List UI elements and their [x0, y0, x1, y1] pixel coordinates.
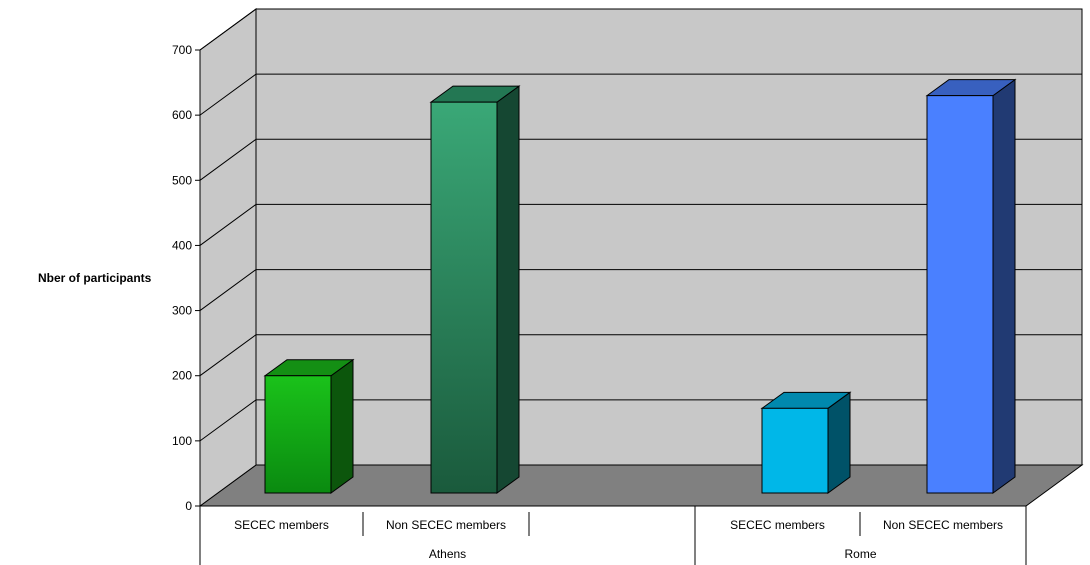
bar-front	[430, 101, 498, 494]
bar-side	[992, 78, 1016, 494]
bar-front	[926, 95, 994, 494]
bar-front	[264, 375, 332, 494]
gridlines	[199, 8, 1082, 442]
bars	[263, 78, 1017, 494]
gridline	[199, 269, 1082, 311]
chart-side-wall	[199, 8, 257, 507]
y-tick-label: 500	[172, 173, 192, 187]
gridline	[199, 8, 1082, 51]
group-label: Rome	[844, 547, 876, 561]
y-tick-label: 100	[172, 434, 192, 448]
y-tick-label: 0	[185, 499, 192, 513]
category-axis: SECEC members Non SECEC members Athens SECE…	[199, 506, 1027, 565]
bar-athens-non-secec	[429, 85, 521, 494]
y-tick-label: 400	[172, 238, 192, 252]
bar-athens-secec	[263, 358, 355, 494]
bar-side	[827, 391, 851, 494]
y-tick-label: 200	[172, 369, 192, 383]
bar-side	[330, 358, 354, 494]
y-axis-label: Nber of participants	[38, 271, 152, 285]
category-label: Non SECEC members	[883, 518, 1003, 532]
bar-front	[761, 407, 829, 494]
bar-rome-secec	[760, 391, 852, 494]
group-label: Athens	[429, 547, 466, 561]
category-label: Non SECEC members	[386, 518, 506, 532]
gridline	[199, 334, 1082, 377]
y-tick-label: 300	[172, 304, 192, 318]
y-tick-label: 600	[172, 108, 192, 122]
gridline	[199, 138, 1082, 181]
y-axis: 0 100 200 300 400 500 600 700	[172, 43, 201, 513]
bar-rome-non-secec	[925, 78, 1017, 494]
y-tick-label: 700	[172, 43, 192, 57]
category-label: SECEC members	[730, 518, 825, 532]
gridline	[199, 203, 1082, 246]
bar-side	[496, 85, 520, 494]
gridline	[199, 73, 1082, 116]
category-label: SECEC members	[234, 518, 329, 532]
